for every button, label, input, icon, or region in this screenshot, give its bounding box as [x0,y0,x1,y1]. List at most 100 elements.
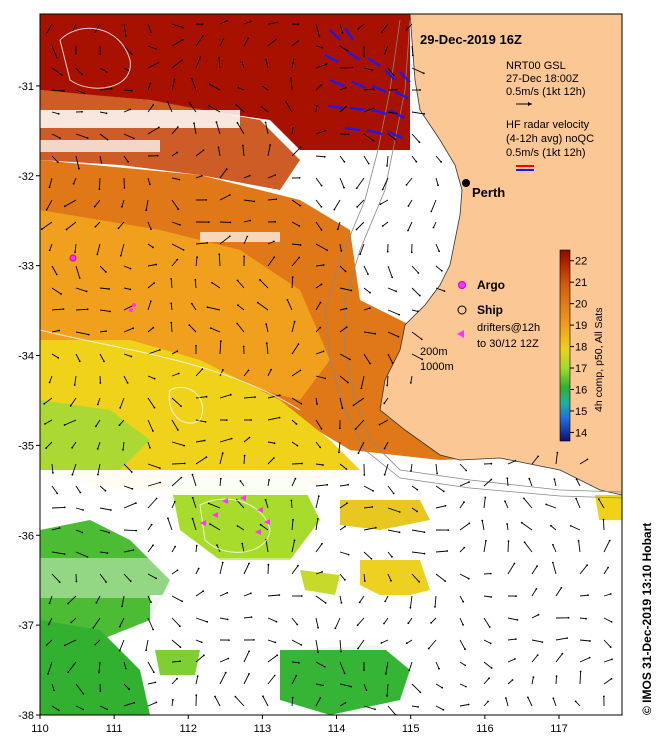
current-vector-head [58,581,61,583]
current-vector-head [96,403,99,406]
current-vector-head [485,539,487,542]
current-vector [291,243,301,246]
current-vector-head [372,107,375,110]
current-vector-head [349,358,351,361]
current-vector [147,282,155,289]
current-vector-head [532,676,535,678]
current-vector [75,287,87,292]
current-vector-head [409,382,412,384]
y-tick-label: -35 [18,440,34,452]
current-vector [531,614,539,619]
current-vector-head [122,448,124,451]
current-vector [334,617,341,629]
current-vector-head [515,595,517,597]
current-vector-head [124,35,127,37]
current-vector [459,523,470,531]
perth-marker [462,179,470,187]
current-vector [98,661,101,673]
current-vector [171,462,185,465]
current-vector-head [359,253,361,256]
current-vector [267,394,280,399]
current-vector-head [155,577,158,580]
current-vector-head [274,220,276,223]
current-vector [338,441,341,453]
current-vector [96,243,101,255]
current-vector-head [380,642,383,644]
current-vector-head [45,644,48,646]
current-vector-head [354,428,357,430]
current-vector-head [381,188,384,191]
current-vector-head [320,229,323,231]
current-vector-head [218,56,220,59]
current-vector-head [97,473,99,476]
current-vector-head [201,23,204,26]
current-vector-head [98,188,101,191]
current-vector-head [195,544,198,547]
current-vector [384,441,389,449]
current-vector-head [569,525,572,527]
current-vector [147,617,154,630]
current-vector-head [383,402,386,405]
current-vector-head [381,30,383,33]
current-vector-head [86,308,89,311]
current-vector-head [423,531,426,534]
current-vector [531,456,539,465]
current-vector [121,595,125,607]
current-vector-head [422,72,425,75]
current-vector [315,84,322,91]
current-vector-head [270,368,272,371]
current-vector [99,705,108,710]
current-vector [387,573,392,581]
current-vector-head [166,100,169,103]
current-vector-head [344,579,346,581]
colorbar-tick-label: 20 [575,299,587,311]
current-vector-head [234,695,237,698]
current-vector [99,485,106,492]
current-vector-head [326,249,328,252]
current-vector [51,353,59,359]
ship-legend-label: Ship [477,303,503,317]
current-vector [99,88,112,91]
current-vector [67,595,77,604]
current-vector [75,529,83,533]
current-vector [531,565,538,575]
current-vector-head [207,221,210,224]
current-vector [147,701,157,707]
current-vector [363,265,369,275]
current-vector [237,280,245,289]
current-vector [195,257,198,267]
current-vector [267,457,275,465]
current-vector [387,331,399,338]
current-vector [435,177,439,186]
current-vector [430,617,437,624]
current-vector [363,551,372,560]
current-vector [266,343,269,355]
current-vector [195,175,202,179]
current-vector [333,199,341,210]
current-vector [123,108,131,113]
current-vector-head [535,588,538,590]
current-vector [171,221,181,226]
current-vector [285,101,293,113]
current-vector-head [392,74,395,77]
current-vector [603,567,609,575]
current-vector [147,62,159,69]
current-vector-head [299,146,302,149]
current-vector-head [179,224,181,226]
current-vector [315,177,322,186]
current-vector-head [56,492,59,495]
current-vector-head [418,294,421,297]
current-vector-head [99,690,102,692]
current-vector-head [58,329,60,332]
current-vector-head [129,580,132,583]
current-vector-head [236,122,239,124]
current-vector-head [149,82,152,85]
current-vector-head [130,89,133,92]
argo-markers [69,254,136,312]
current-vector-head [273,457,275,459]
current-vector [339,353,351,360]
current-vector [385,661,389,674]
current-vector-head [177,208,180,211]
hf-scale: 0.5m/s (1kt 12h) [506,147,585,159]
current-vector-head [545,503,548,506]
